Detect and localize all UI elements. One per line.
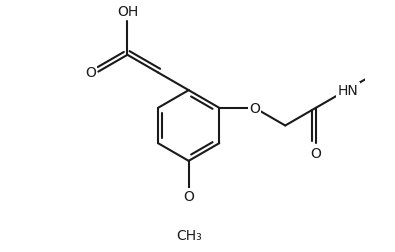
Text: O: O [183,190,194,203]
Text: O: O [310,146,321,161]
Text: OH: OH [117,5,138,19]
Text: O: O [249,101,260,115]
Text: HN: HN [338,84,359,98]
Text: CH₃: CH₃ [176,228,201,242]
Text: O: O [85,65,96,79]
